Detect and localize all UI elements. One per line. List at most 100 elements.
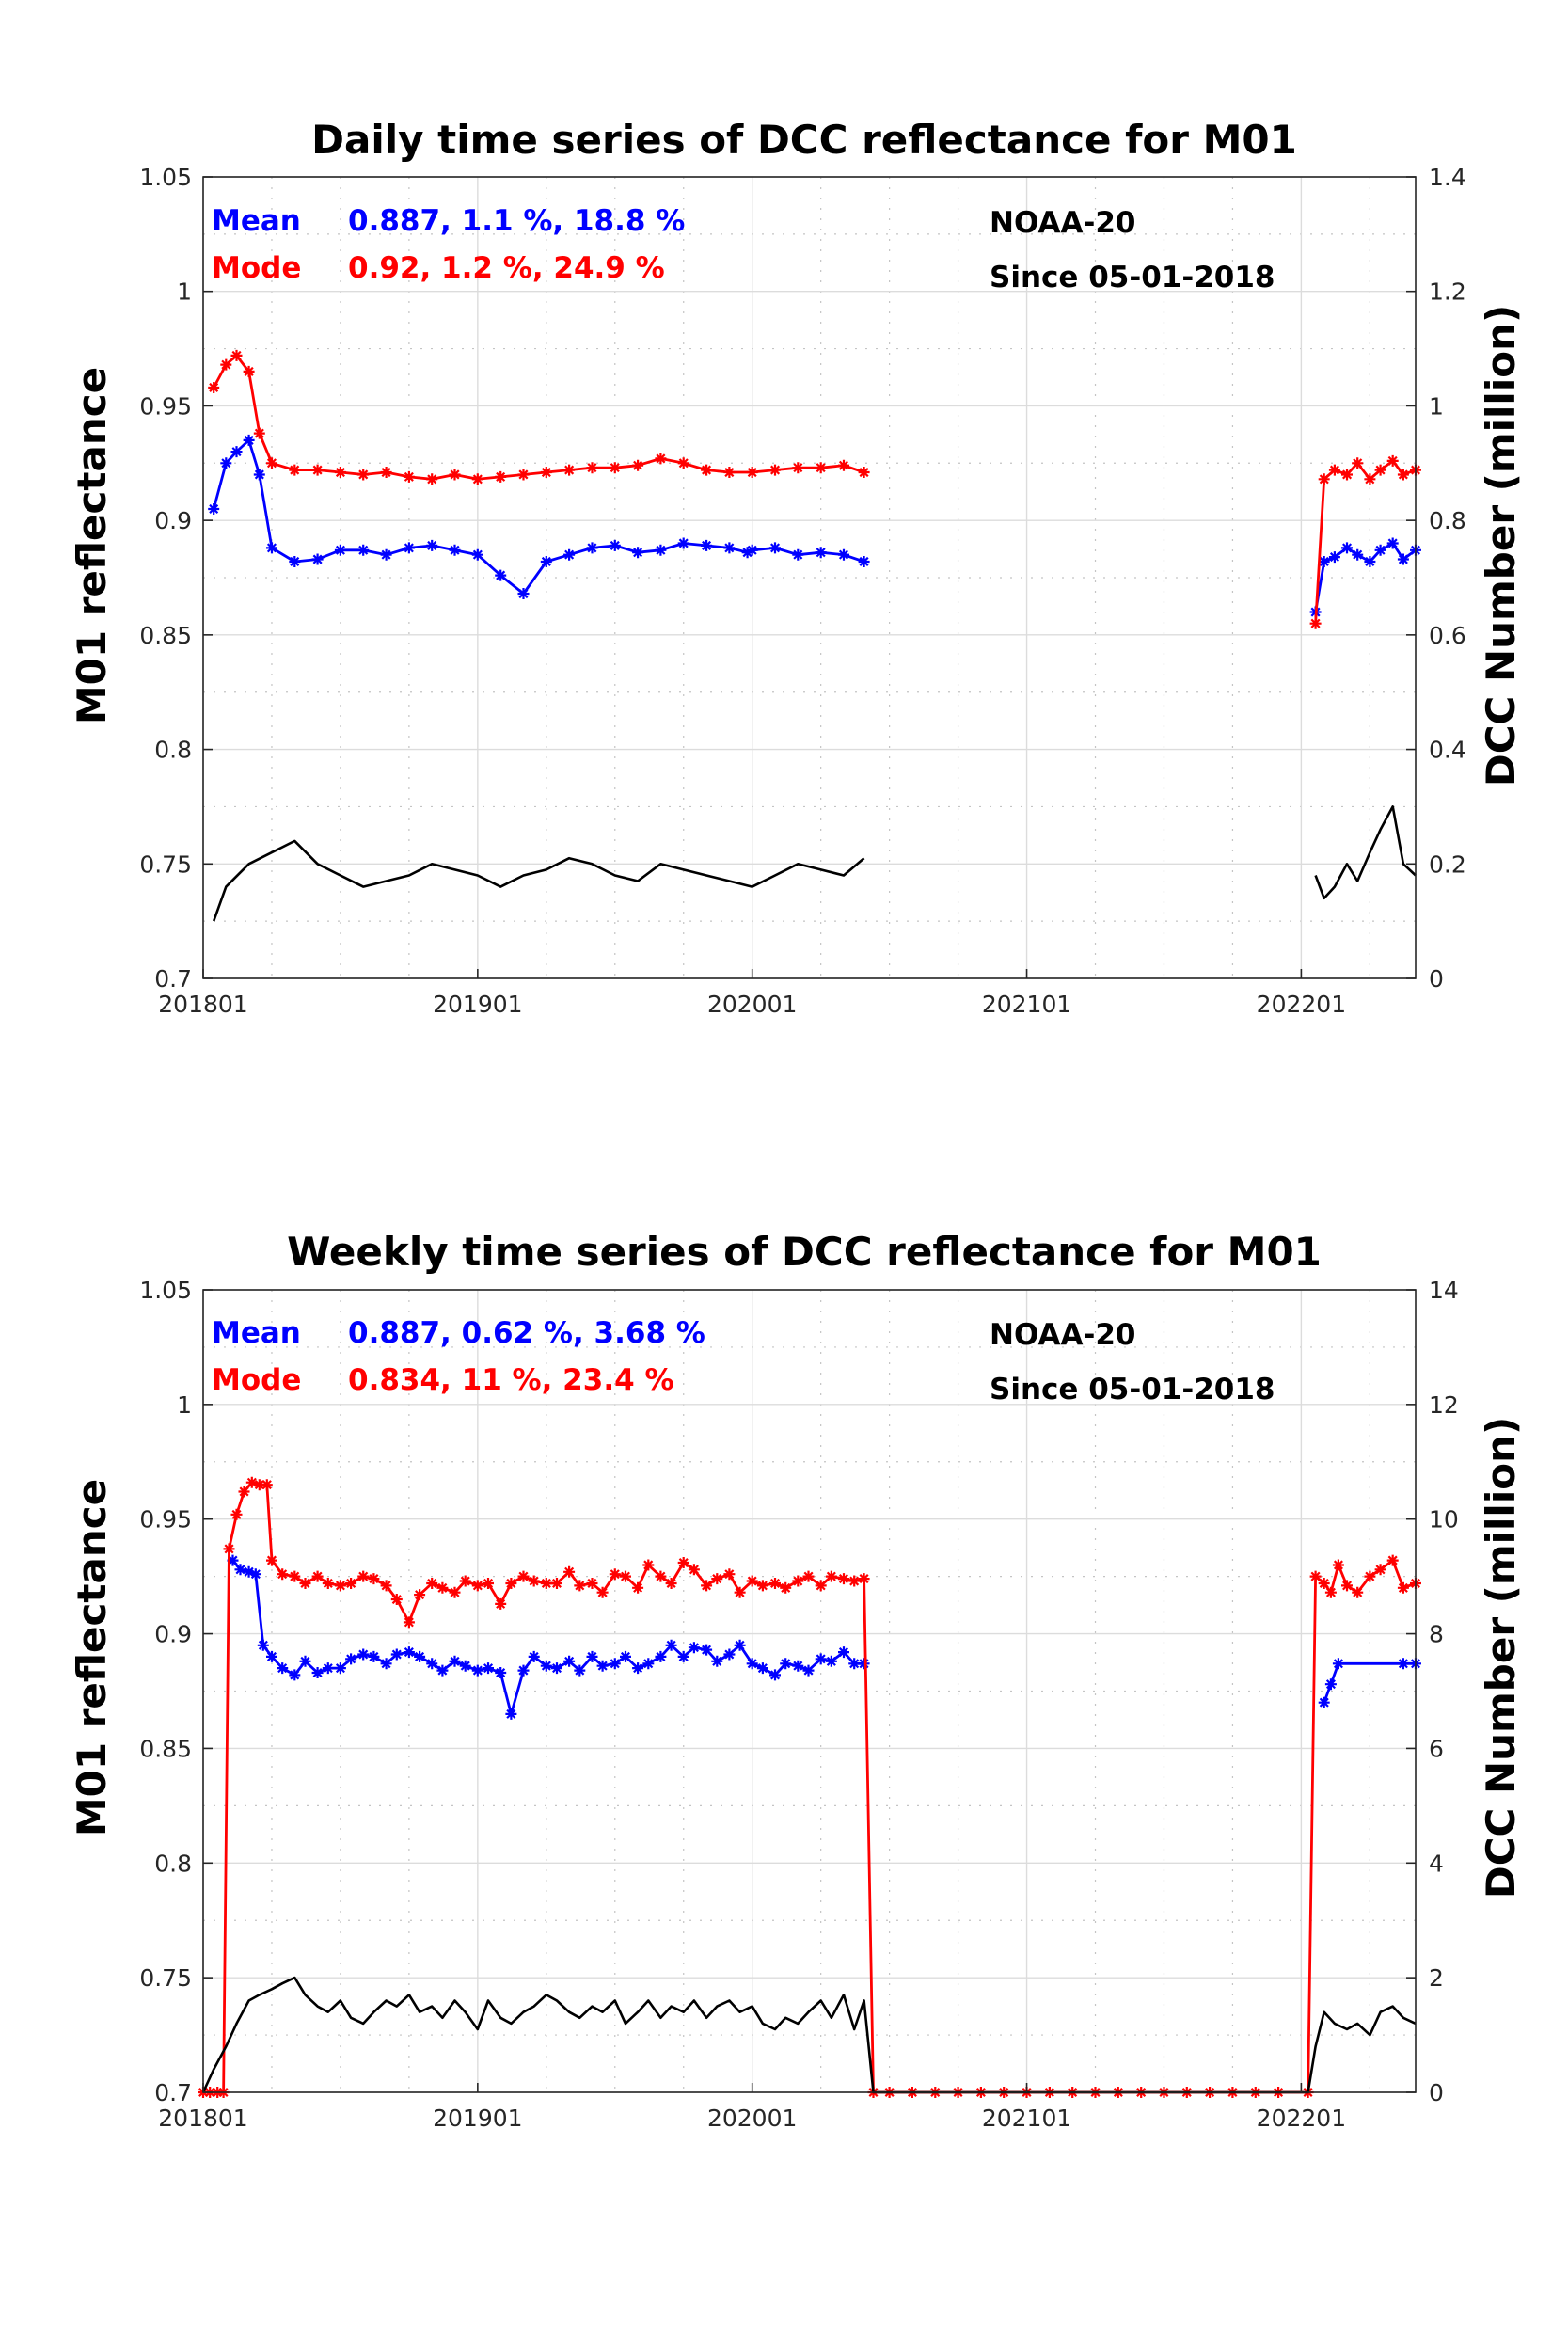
data-point-mean [311,1666,324,1679]
legend-mode-values: 0.92, 1.2 %, 24.9 % [348,251,665,285]
y-tick-label: 0.75 [139,1964,192,1992]
data-point-mode [858,466,870,479]
series-line-dcc-number [1314,805,1417,900]
data-point-mode [380,466,392,479]
y-tick-label: 1 [177,1391,192,1419]
y-tick-label: 1.05 [139,1277,192,1304]
data-point-mean [208,502,220,516]
data-point-mode [517,469,530,481]
data-point-mean [403,1646,415,1659]
data-point-mean [688,1642,700,1654]
data-point-mode [345,1577,357,1590]
data-point-mode [334,1580,346,1592]
y2-tick-label: 1.4 [1429,164,1466,191]
x-tick-label: 201801 [158,991,247,1018]
data-point-mode [574,1580,586,1592]
data-point-mean [257,1639,269,1651]
x-tick-label: 202001 [707,2105,797,2132]
data-point-mode [756,1580,768,1592]
data-point-mean [265,542,278,554]
axes: 0.7 0.75 0.8 0.85 0.9 0.95 1 1.05 0 2 4 6 8 10 12 14 201… [139,1277,1458,2132]
y-tick-label: 0.8 [154,737,192,764]
data-point-mean [265,1650,278,1662]
data-point-mode [1352,1586,1364,1598]
data-point-mean [471,1664,483,1677]
data-point-mean [482,1662,495,1675]
y-tick-label: 0.7 [154,965,192,993]
data-point-mode [563,1565,576,1578]
data-point-mode [802,1570,815,1582]
data-point-mode [596,1586,609,1598]
legend-mode-label: Mode [212,1363,301,1397]
data-point-mean [449,1655,461,1667]
data-point-mode [632,1581,644,1594]
data-point-mean [1328,551,1340,564]
data-point-mean [723,542,736,554]
data-point-mean [540,1660,552,1672]
data-point-mode [426,1577,438,1590]
data-point-mode [619,1570,632,1582]
data-point-mean [792,1660,804,1672]
data-point-mean [711,1655,723,1667]
data-point-mode [223,1543,235,1555]
data-point-mode [642,1559,655,1571]
data-point-mode [1332,1559,1344,1571]
data-point-mean [1374,544,1386,556]
data-point-mode [734,1586,746,1598]
data-point-mode [825,1570,837,1582]
data-point-mean [459,1660,471,1672]
data-point-mode [746,466,758,479]
y2-tick-label: 2 [1429,1964,1444,1992]
data-point-mean [334,544,346,556]
data-point-mode [655,453,667,465]
data-point-mean [495,569,507,581]
data-point-mean [746,544,758,556]
data-point-mean [1340,542,1354,554]
data-point-mean [655,544,667,556]
satellite-label: NOAA-20 [990,206,1135,240]
x-tick-label: 201901 [433,2105,522,2132]
series-line-mean [231,1559,864,1716]
data-point-mean [449,544,461,556]
chart-title: Daily time series of DCC reflectance for… [311,117,1297,163]
data-point-mean [1397,553,1409,565]
y-tick-label: 1.05 [139,164,192,191]
y-tick-label: 0.9 [154,1621,192,1648]
data-point-mean [1364,555,1376,568]
data-point-mode [792,462,804,474]
y2-tick-label: 1 [1429,392,1444,420]
data-point-mode [586,462,598,474]
y-tick-label: 1 [177,278,192,306]
x-tick-label: 202001 [707,991,797,1018]
y2-tick-label: 1.2 [1429,278,1466,306]
data-point-mean [632,1662,644,1675]
data-point-mean [495,1666,507,1679]
data-point-mode [768,464,782,476]
data-point-mode [289,464,301,476]
data-point-mean [403,542,415,554]
data-point-mode [1374,1564,1386,1576]
data-point-mode [368,1573,380,1585]
data-point-mode [471,473,483,485]
data-point-mean [517,587,530,600]
grid [202,176,1416,979]
data-point-mode [311,464,324,476]
data-point-mode [848,1575,861,1587]
data-point-mode [1386,1554,1399,1566]
y2-tick-label: 0 [1429,2079,1444,2106]
data-point-mode [299,1577,311,1590]
data-point-mean [768,542,782,554]
y-tick-label: 0.95 [139,392,192,420]
data-point-mode [609,1568,621,1581]
data-point-mode [495,470,507,483]
data-point-mean [243,434,255,446]
y2-tick-label: 0 [1429,965,1444,993]
since-label: Since 05-01-2018 [990,1373,1275,1406]
data-point-mean [563,548,576,561]
data-point-mean [586,542,598,554]
y2-tick-label: 14 [1429,1277,1459,1304]
data-point-mean [619,1650,632,1662]
data-point-mode [1386,454,1399,467]
y-tick-label: 0.95 [139,1506,192,1534]
